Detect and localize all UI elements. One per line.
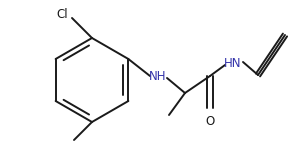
Text: NH: NH	[149, 69, 167, 83]
Text: O: O	[205, 115, 215, 128]
Text: HN: HN	[224, 57, 242, 69]
Text: Cl: Cl	[56, 8, 68, 20]
